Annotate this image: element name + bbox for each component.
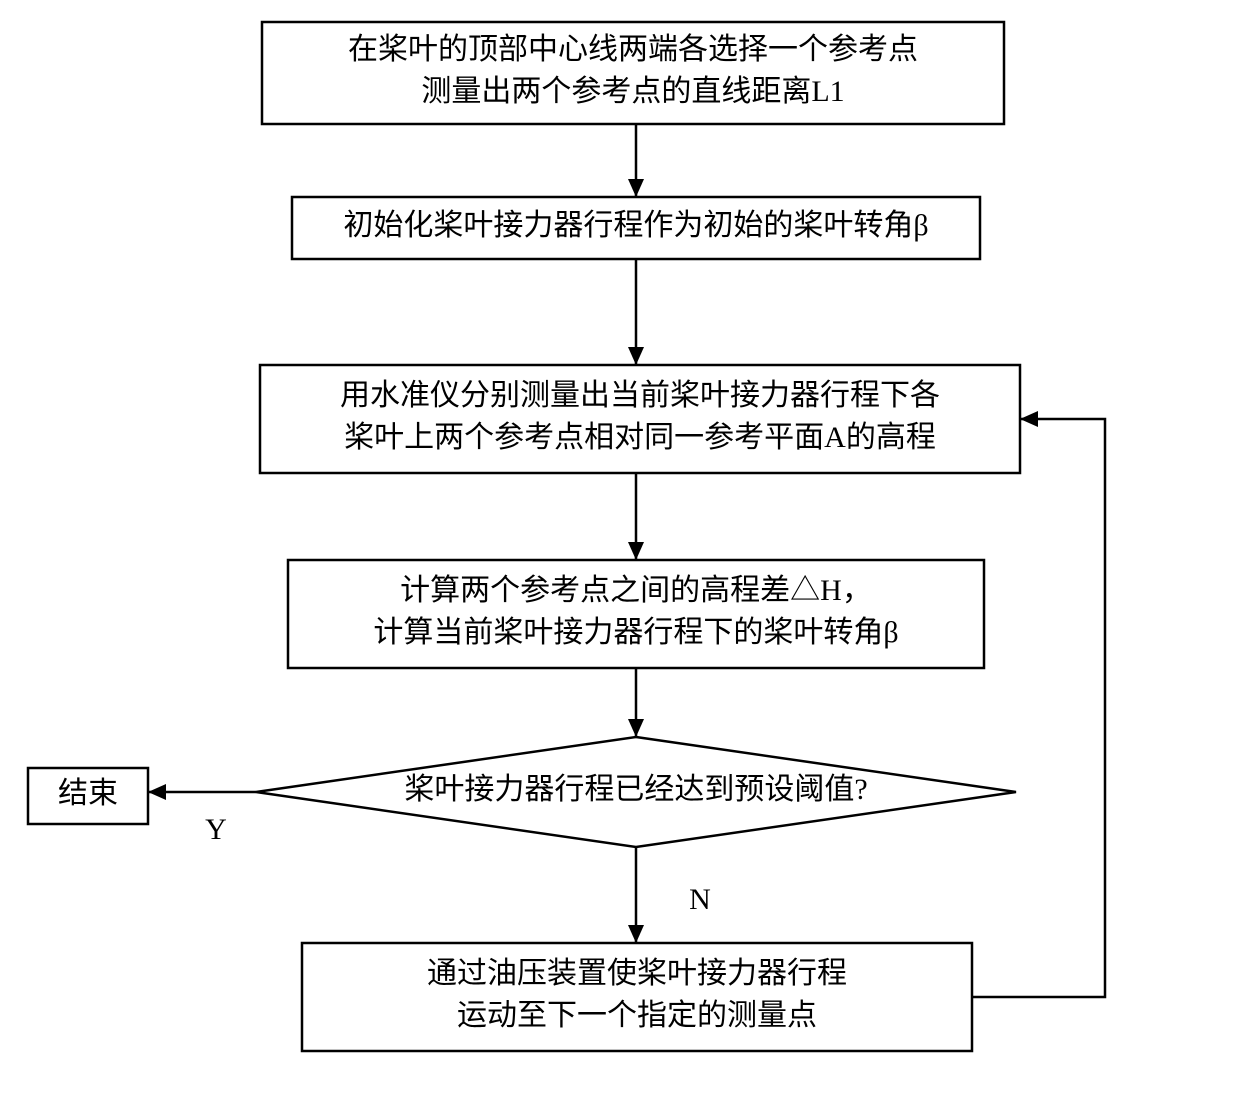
arrowhead [628,347,644,365]
node-n3-text-line-0: 用水准仪分别测量出当前桨叶接力器行程下各 [340,379,940,412]
node-end-text-line-0: 结束 [58,777,118,810]
node-n4-text-line-1: 计算当前桨叶接力器行程下的桨叶转角β [373,616,898,649]
node-n1-text-line-1: 测量出两个参考点的直线距离L1 [421,75,844,108]
node-n1-text-line-0: 在桨叶的顶部中心线两端各选择一个参考点 [348,33,918,66]
edge-label-eY: Y [205,813,227,846]
arrowhead [628,925,644,943]
edge-eLoop [972,419,1105,997]
node-n6-text-line-1: 运动至下一个指定的测量点 [457,999,817,1032]
node-d5-text-line-0: 桨叶接力器行程已经达到预设阈值? [404,773,867,806]
arrowhead [628,542,644,560]
arrowhead [628,719,644,737]
arrowhead [1020,411,1038,427]
node-n3-text-line-1: 桨叶上两个参考点相对同一参考平面A的高程 [344,421,936,454]
node-n4-text-line-0: 计算两个参考点之间的高程差△H， [400,574,872,607]
node-n2-text-line-0: 初始化桨叶接力器行程作为初始的桨叶转角β [343,209,928,242]
node-n6-text-line-0: 通过油压装置使桨叶接力器行程 [427,957,847,990]
arrowhead [148,784,166,800]
edge-label-eN: N [689,883,711,916]
arrowhead [628,179,644,197]
